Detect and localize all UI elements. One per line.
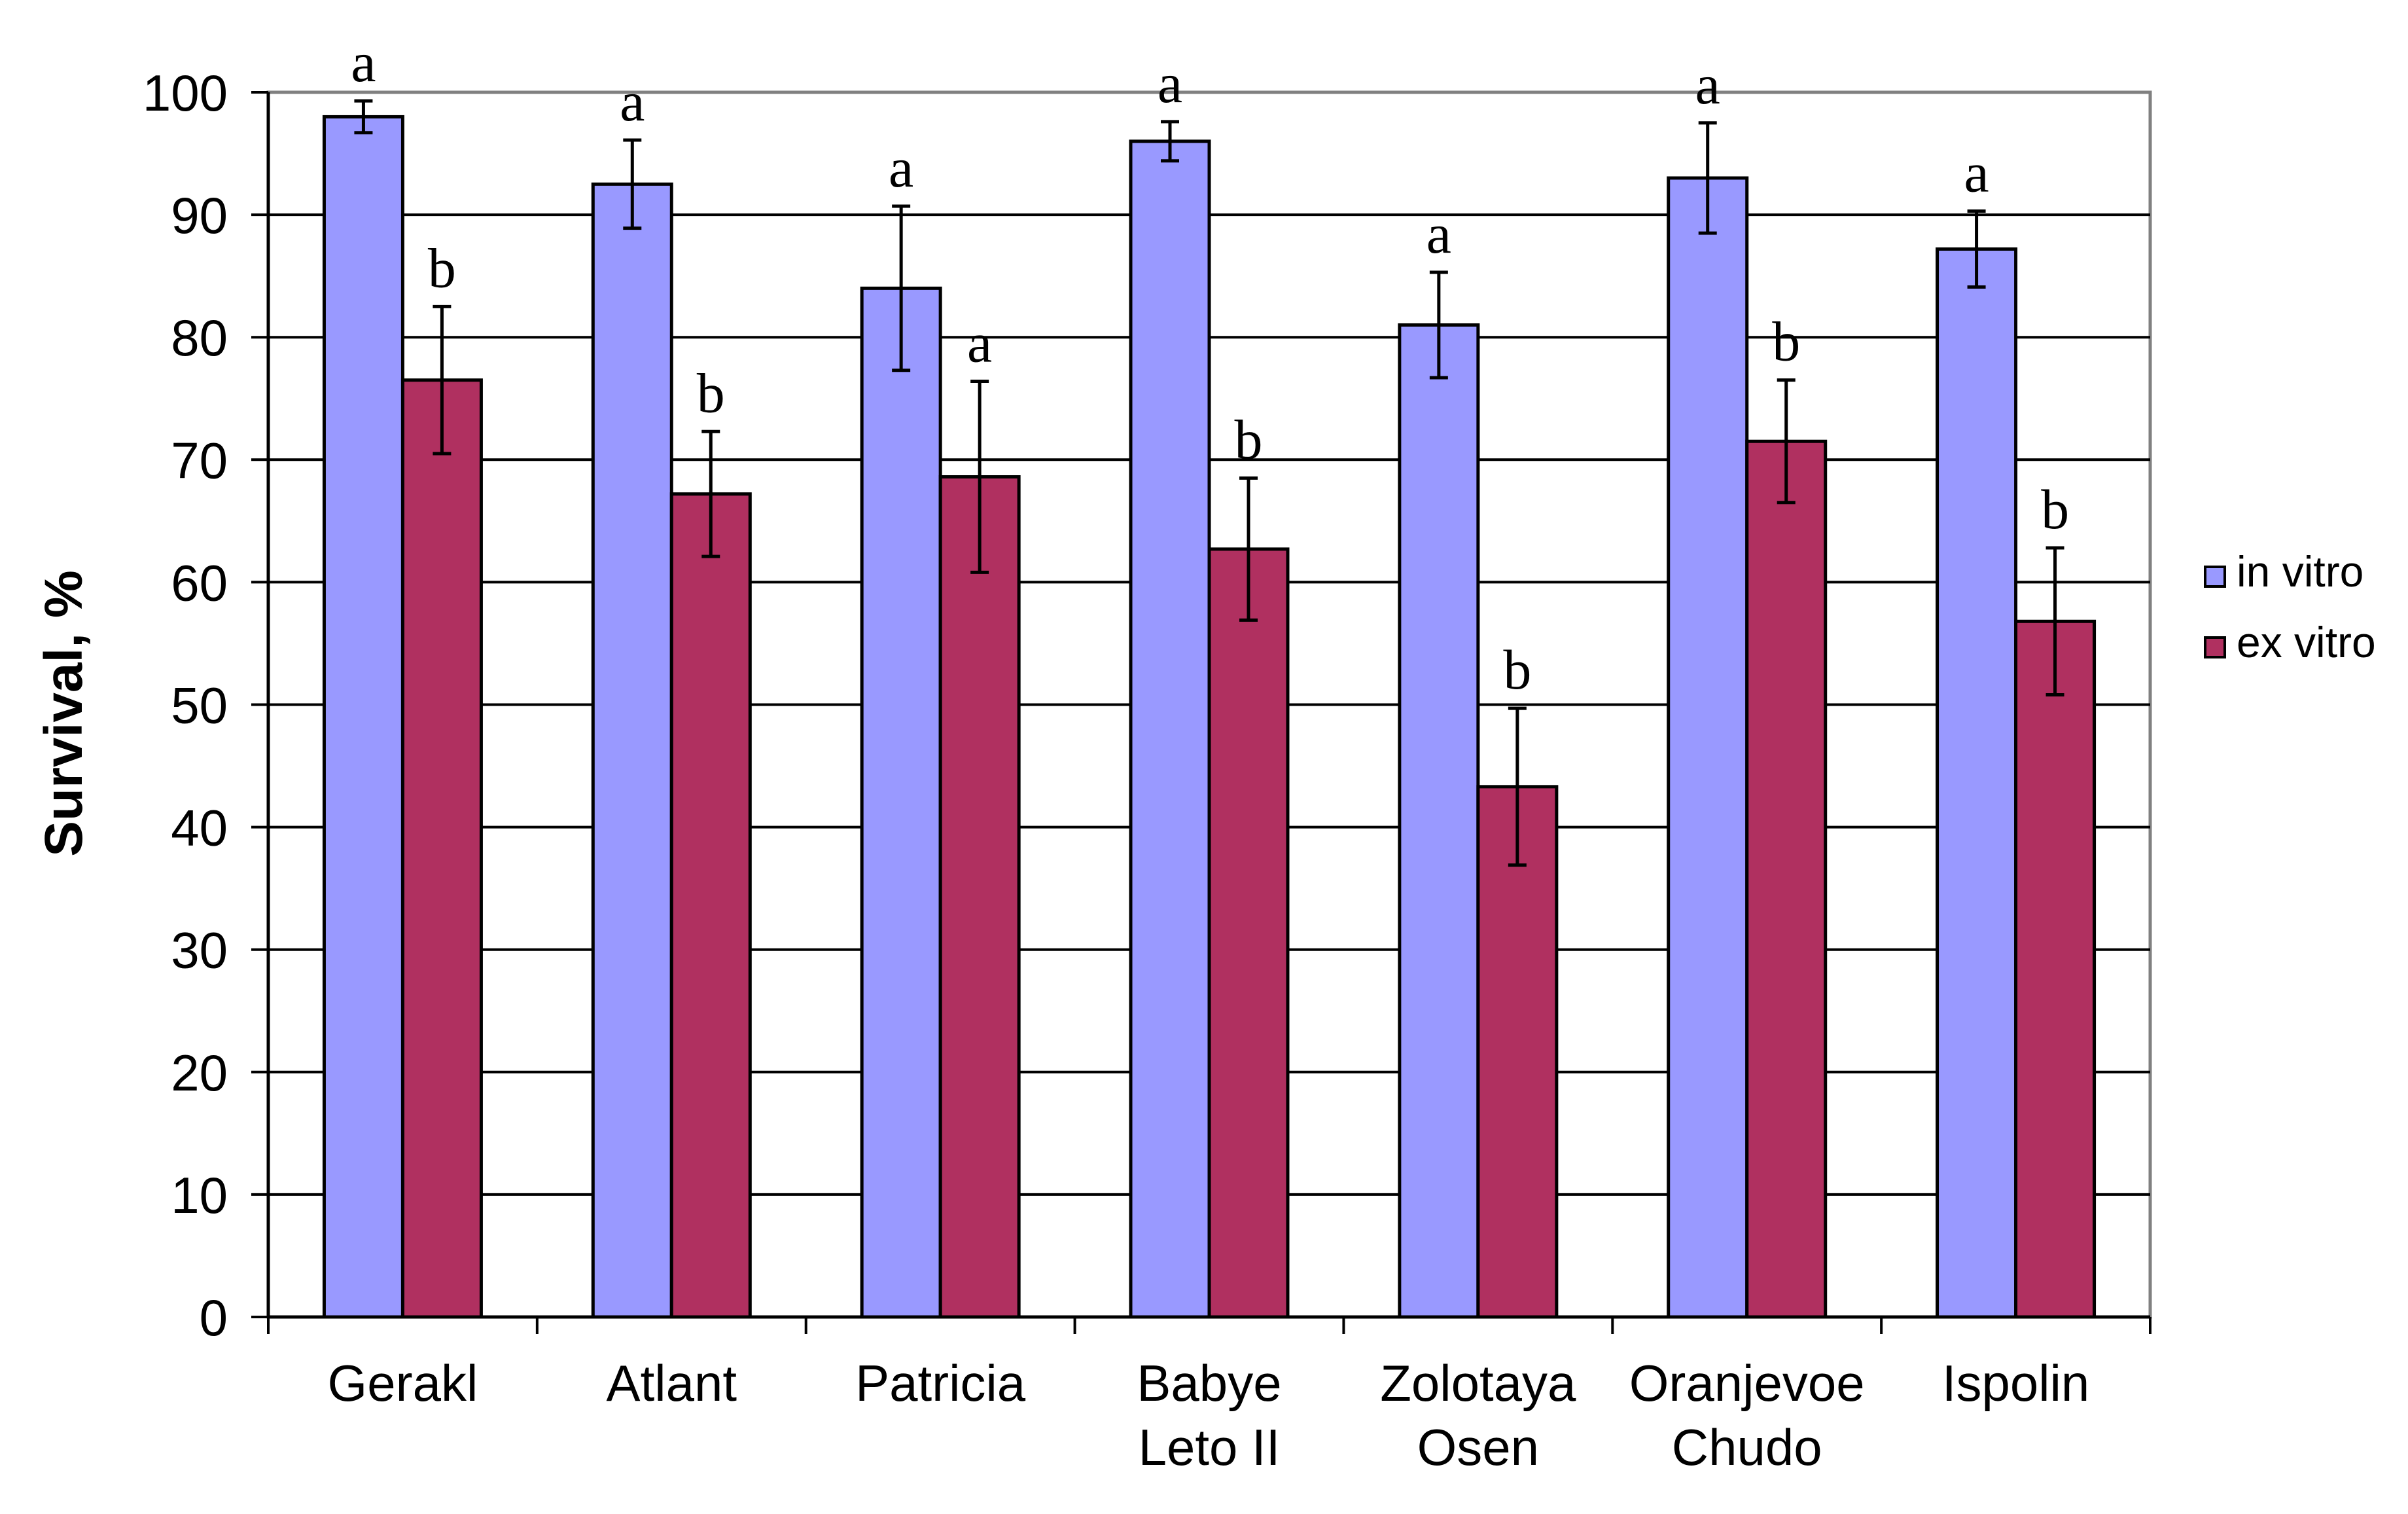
bars xyxy=(322,115,2097,1319)
significance-letter: a xyxy=(1695,53,1720,116)
legend-label: ex vitro xyxy=(2237,618,2376,666)
x-axis-ticks: Gerakl Atlant Patricia Babye Leto II Zolotaya… xyxy=(267,1317,2151,1476)
bar xyxy=(1398,323,1480,1319)
legend-label: in vitro xyxy=(2237,547,2364,596)
x-tick-label: Babye xyxy=(1137,1354,1281,1412)
significance-letter: a xyxy=(351,31,376,94)
significance-letters: a a a a a a a b b a b b b b xyxy=(351,31,2069,701)
bar xyxy=(1129,139,1211,1319)
x-tick-label: Atlant xyxy=(607,1354,737,1412)
significance-letter: a xyxy=(1964,141,1989,204)
bar xyxy=(322,115,404,1319)
y-tick-label: 50 xyxy=(171,677,228,734)
plot-area-group: a a a a a a a b b a b b b b xyxy=(266,31,2152,1319)
significance-letter: b xyxy=(1235,408,1263,471)
significance-letter: b xyxy=(1772,310,1800,373)
bar xyxy=(400,378,483,1319)
legend-swatch xyxy=(2204,566,2226,588)
bar xyxy=(2014,619,2097,1319)
x-tick-label: Oranjevoe xyxy=(1629,1354,1865,1412)
bar xyxy=(938,475,1021,1319)
y-tick-label: 40 xyxy=(171,799,228,857)
legend: in vitro ex vitro xyxy=(2204,547,2376,666)
significance-letter: a xyxy=(1426,202,1451,265)
x-tick-label: Osen xyxy=(1417,1418,1539,1476)
x-tick-label: Chudo xyxy=(1672,1418,1822,1476)
bar xyxy=(1936,247,2018,1319)
significance-letter: a xyxy=(967,312,992,374)
y-tick-label: 20 xyxy=(171,1044,228,1102)
y-axis-ticks: 0 10 20 30 40 50 60 70 80 90 100 xyxy=(143,64,268,1346)
bar xyxy=(1745,439,1828,1319)
bar xyxy=(591,182,673,1319)
x-tick-label: Gerakl xyxy=(328,1354,478,1412)
legend-swatch xyxy=(2204,636,2226,658)
bar xyxy=(1207,547,1290,1319)
significance-letter: a xyxy=(620,70,645,133)
x-tick-label: Ispolin xyxy=(1942,1354,2089,1412)
significance-letter: b xyxy=(2041,478,2069,541)
y-tick-label: 100 xyxy=(143,64,228,122)
y-tick-label: 30 xyxy=(171,922,228,979)
y-tick-label: 90 xyxy=(171,187,228,244)
error-bars xyxy=(354,99,2064,867)
significance-letter: b xyxy=(1503,638,1531,701)
significance-letter: a xyxy=(1158,52,1182,115)
axes: 0 10 20 30 40 50 60 70 80 90 100 Gerakl Atlant Patri… xyxy=(143,64,2151,1476)
x-tick-label: Leto II xyxy=(1139,1418,1281,1476)
y-tick-label: 0 xyxy=(200,1289,228,1346)
y-tick-label: 60 xyxy=(171,554,228,611)
x-tick-label: Zolotaya xyxy=(1380,1354,1576,1412)
significance-letter: b xyxy=(428,236,456,299)
bar xyxy=(669,492,752,1319)
x-tick-label: Patricia xyxy=(855,1354,1026,1412)
significance-letter: a xyxy=(889,136,913,199)
y-tick-label: 80 xyxy=(171,309,228,367)
y-axis-label: Survival, % xyxy=(34,570,94,857)
y-tick-label: 10 xyxy=(171,1166,228,1224)
significance-letter: b xyxy=(697,361,725,424)
bar xyxy=(1667,176,1749,1319)
bar xyxy=(860,286,942,1319)
y-tick-label: 70 xyxy=(171,431,228,489)
